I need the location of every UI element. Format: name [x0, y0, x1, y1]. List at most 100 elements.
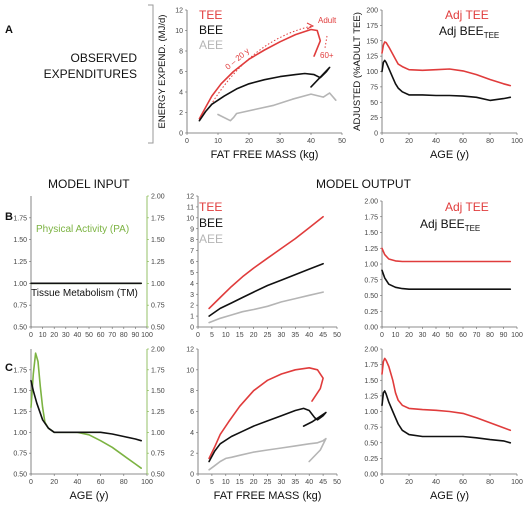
- B-right-x-tick-label: 70: [473, 332, 481, 339]
- A-right-x-tick-label: 100: [511, 138, 523, 145]
- C-mid-x-tick-label: 20: [250, 479, 258, 486]
- B-right-x-tick-label: 0: [380, 332, 384, 339]
- A-left-y-tick-label: 8: [179, 49, 183, 56]
- B-left-x-tick-label: 0: [29, 332, 33, 339]
- C-mid-x-tick-label: 50: [333, 479, 341, 486]
- A-left-x-tick-label: 30: [276, 138, 284, 145]
- label-physical-activity: Physical Activity (PA): [36, 224, 129, 235]
- legend-adj-bee-b: Adj BEETEE: [420, 217, 480, 233]
- B-right-y-tick-label: 1.00: [364, 262, 378, 269]
- C-mid-x-tick-label: 15: [236, 479, 244, 486]
- C-left-y-right-tick-label: 0.50: [151, 472, 165, 479]
- C-right-y-tick-label: 1.50: [364, 378, 378, 385]
- C-left-y-tick-label: 0.50: [13, 472, 27, 479]
- B-right-x-tick-label: 100: [511, 332, 523, 339]
- B-mid-x-tick-label: 10: [222, 332, 230, 339]
- A-right-y-tick-label: 0: [374, 131, 378, 138]
- C-right-x-axis-title: AGE (y): [430, 490, 469, 502]
- C-right-y-tick-label: 1.00: [364, 409, 378, 416]
- C-left-y-right-tick-label: 0.75: [151, 451, 165, 458]
- B-left-x-tick-label: 80: [120, 332, 128, 339]
- annotation-adult: Adult: [318, 16, 337, 25]
- C-right-y-tick-label: 2.00: [364, 347, 378, 354]
- legend-tee-b: TEE: [199, 200, 222, 214]
- C-right-x-tick-label: 40: [432, 479, 440, 486]
- legend-adj-bee-b-subscript: TEE: [465, 224, 481, 233]
- B-mid-x-tick-label: 40: [305, 332, 313, 339]
- A-left-y-tick-label: 0: [179, 131, 183, 138]
- C-mid-series-aee: [208, 437, 327, 471]
- C-left-y-right-tick-label: 1.00: [151, 430, 165, 437]
- B-left-y-tick-label: 1.75: [13, 215, 27, 222]
- B-mid-x-tick-label: 30: [278, 332, 286, 339]
- C-left-y-tick-label: 1.25: [13, 409, 27, 416]
- C-mid-x-tick-label: 35: [291, 479, 299, 486]
- A-right-y-tick-label: 75: [370, 84, 378, 91]
- B-right-series-adj-tee: [381, 247, 512, 263]
- B-left-y-tick-label: 0.50: [13, 325, 27, 332]
- B-right-y-tick-label: 1.75: [364, 214, 378, 221]
- B-left-y-tick-label: 1.50: [13, 237, 27, 244]
- A-left-y-tick-label: 2: [179, 110, 183, 117]
- B-left-y-right-tick-label: 0.50: [151, 325, 165, 332]
- B-right-x-tick-label: 20: [405, 332, 413, 339]
- C-mid-x-tick-label: 0: [196, 479, 200, 486]
- A-right-x-axis-title: AGE (y): [430, 149, 469, 161]
- C-right-y-tick-label: 0.75: [364, 425, 378, 432]
- C-right-x-tick-label: 100: [511, 479, 523, 486]
- B-right-x-tick-label: 40: [432, 332, 440, 339]
- C-mid-y-tick-label: 4: [190, 430, 194, 437]
- A-right-y-tick-label: 200: [366, 8, 378, 15]
- C-left-y-right-tick-label: 1.50: [151, 388, 165, 395]
- B-mid-y-tick-label: 9: [190, 226, 194, 233]
- C-mid-x-tick-label: 10: [222, 479, 230, 486]
- B-left-x-tick-label: 100: [141, 332, 153, 339]
- A-left-x-tick-label: 40: [307, 138, 315, 145]
- label-tissue-metabolism: Tissue Metabolism (TM): [31, 288, 138, 299]
- B-mid-y-tick-label: 8: [190, 237, 194, 244]
- B-mid-x-tick-label: 45: [319, 332, 327, 339]
- A-right-series-adj-tee: [381, 41, 512, 87]
- section-observed-line1: OBSERVED: [71, 51, 138, 65]
- annotation-60plus: 60+: [320, 51, 334, 60]
- A-left-y-tick-label: 10: [175, 28, 183, 35]
- C-right-series-adj-bee: [381, 390, 512, 444]
- B-mid-x-tick-label: 35: [291, 332, 299, 339]
- C-left-series-pa: [30, 352, 142, 470]
- section-observed-line2: EXPENDITURES: [44, 67, 137, 81]
- row-label-a: A: [5, 24, 13, 36]
- legend-adj-tee-b: Adj TEE: [445, 200, 489, 214]
- B-right-y-tick-label: 0.00: [364, 325, 378, 332]
- B-left-y-right-tick-label: 2.00: [151, 194, 165, 201]
- B-right-x-tick-label: 10: [392, 332, 400, 339]
- B-right-x-tick-label: 90: [500, 332, 508, 339]
- A-right-series-adj-bee: [381, 59, 512, 102]
- C-left-y-right-tick-label: 2.00: [151, 347, 165, 354]
- B-left-y-tick-label: 0.75: [13, 303, 27, 310]
- B-right-y-tick-label: 0.50: [364, 293, 378, 300]
- A-left-x-tick-label: 50: [338, 138, 346, 145]
- legend-adj-bee-a: Adj BEETEE: [439, 24, 499, 40]
- A-right-x-tick-label: 40: [432, 138, 440, 145]
- C-mid-x-tick-label: 30: [278, 479, 286, 486]
- B-right-y-tick-label: 1.25: [364, 246, 378, 253]
- B-left-x-tick-label: 50: [85, 332, 93, 339]
- B-mid-y-tick-label: 7: [190, 248, 194, 255]
- C-left-y-right-tick-label: 1.25: [151, 409, 165, 416]
- B-left-y-right-tick-label: 1.00: [151, 281, 165, 288]
- B-right-x-tick-label: 30: [419, 332, 427, 339]
- A-right-y-tick-label: 50: [370, 100, 378, 107]
- C-left-y-tick-label: 1.50: [13, 388, 27, 395]
- B-mid-x-tick-label: 25: [264, 332, 272, 339]
- A-right-y-tick-label: 100: [366, 69, 378, 76]
- C-mid-series-tee: [208, 366, 324, 460]
- C-left-x-tick-label: 60: [97, 479, 105, 486]
- A-left-x-tick-label: 10: [214, 138, 222, 145]
- B-left-x-tick-label: 70: [108, 332, 116, 339]
- legend-bee-a: BEE: [199, 23, 223, 37]
- B-mid-y-tick-label: 6: [190, 259, 194, 266]
- B-mid-y-tick-label: 4: [190, 281, 194, 288]
- A-left-y-axis-title: ENERGY EXPEND. (MJ/d): [157, 15, 168, 129]
